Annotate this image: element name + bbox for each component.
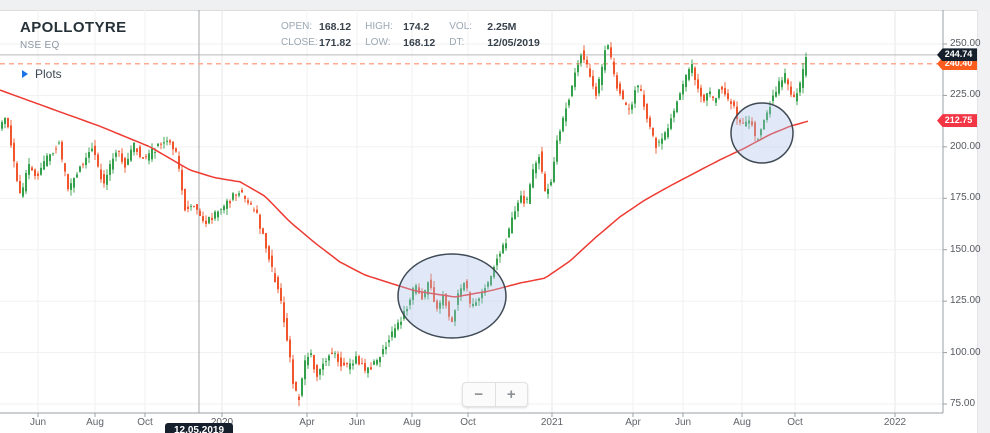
ohlc-column: HIGH: 174.2 LOW: 168.12 <box>365 21 435 49</box>
time-tick-label: Jun <box>674 417 692 428</box>
plots-toggle-label: Plots <box>35 67 62 81</box>
ohlc-field: CLOSE: 171.82 <box>281 37 351 49</box>
plots-toggle[interactable]: Plots <box>22 67 62 81</box>
time-tick-label: 2020 <box>211 417 233 428</box>
ohlc-column: OPEN: 168.12 CLOSE: 171.82 <box>281 21 351 49</box>
time-tick-label: Oct <box>787 417 803 428</box>
price-tick-label: 200.00 <box>950 140 981 152</box>
ellipse-annotation-2[interactable] <box>730 102 794 164</box>
ohlc-readout: OPEN: 168.12 CLOSE: 171.82 HIGH: 174.2 LOW: 168… <box>281 21 540 49</box>
ohlc-field: VOL: 2.25M <box>449 21 540 33</box>
time-tick-label: Apr <box>299 417 315 428</box>
window-chrome-strip <box>0 0 990 11</box>
zoom-in-button[interactable]: + <box>506 386 516 403</box>
time-tick-label: Aug <box>403 417 421 428</box>
chevron-right-icon <box>22 70 28 78</box>
ohlc-field-value: 168.12 <box>403 37 436 49</box>
time-tick-label: Apr <box>625 417 641 428</box>
ohlc-field-value: 168.12 <box>319 21 352 33</box>
ohlc-field-label: OPEN: <box>281 21 313 32</box>
time-tick-label: Oct <box>137 417 153 428</box>
time-tick-label: Oct <box>460 417 476 428</box>
time-tick-label: Aug <box>733 417 751 428</box>
price-tick-label: 150.00 <box>950 243 981 255</box>
ohlc-field-value: 171.82 <box>319 37 352 49</box>
ohlc-field-value: 174.2 <box>403 21 430 33</box>
price-tick-label: 225.00 <box>950 89 981 101</box>
ohlc-field-label: CLOSE: <box>281 37 318 48</box>
zoom-controls: − + <box>462 382 528 407</box>
ohlc-field-value: 12/05/2019 <box>487 37 540 49</box>
ohlc-field-label: VOL: <box>449 21 473 32</box>
ohlc-field: LOW: 168.12 <box>365 37 435 49</box>
price-badge-ma: 212.75 <box>937 114 977 128</box>
symbol-title: APOLLOTYRE <box>20 19 127 36</box>
ohlc-field: DT: 12/05/2019 <box>449 37 540 49</box>
ohlc-field-label: LOW: <box>365 37 391 48</box>
ohlc-field-label: DT: <box>449 37 465 48</box>
crosshair-date-badge: 12.05.2019 <box>165 423 233 433</box>
ellipse-annotation-1[interactable] <box>397 253 507 339</box>
price-tick-label: 175.00 <box>950 192 981 204</box>
time-tick-label: 2021 <box>540 417 564 428</box>
price-tick-label: 125.00 <box>950 295 981 307</box>
ohlc-field: OPEN: 168.12 <box>281 21 351 33</box>
time-tick-label: Aug <box>86 417 104 428</box>
time-tick-label: Jun <box>29 417 47 428</box>
ohlc-field-value: 2.25M <box>487 21 517 33</box>
ohlc-column: VOL: 2.25M DT: 12/05/2019 <box>449 21 540 49</box>
exchange-label: NSE EQ <box>20 40 60 51</box>
moving-average-line <box>0 89 809 298</box>
right-side-panel <box>977 10 990 433</box>
price-tick-label: 100.00 <box>950 346 981 358</box>
ohlc-field-label: HIGH: <box>365 21 393 32</box>
time-tick-label: 2022 <box>883 417 907 428</box>
ohlc-field: HIGH: 174.2 <box>365 21 435 33</box>
price-tick-label: 250.00 <box>950 38 981 49</box>
zoom-out-button[interactable]: − <box>463 383 496 406</box>
price-tick-label: 75.00 <box>950 397 976 409</box>
time-tick-label: Jun <box>348 417 366 428</box>
price-badge-last: 244.74 <box>937 48 977 62</box>
